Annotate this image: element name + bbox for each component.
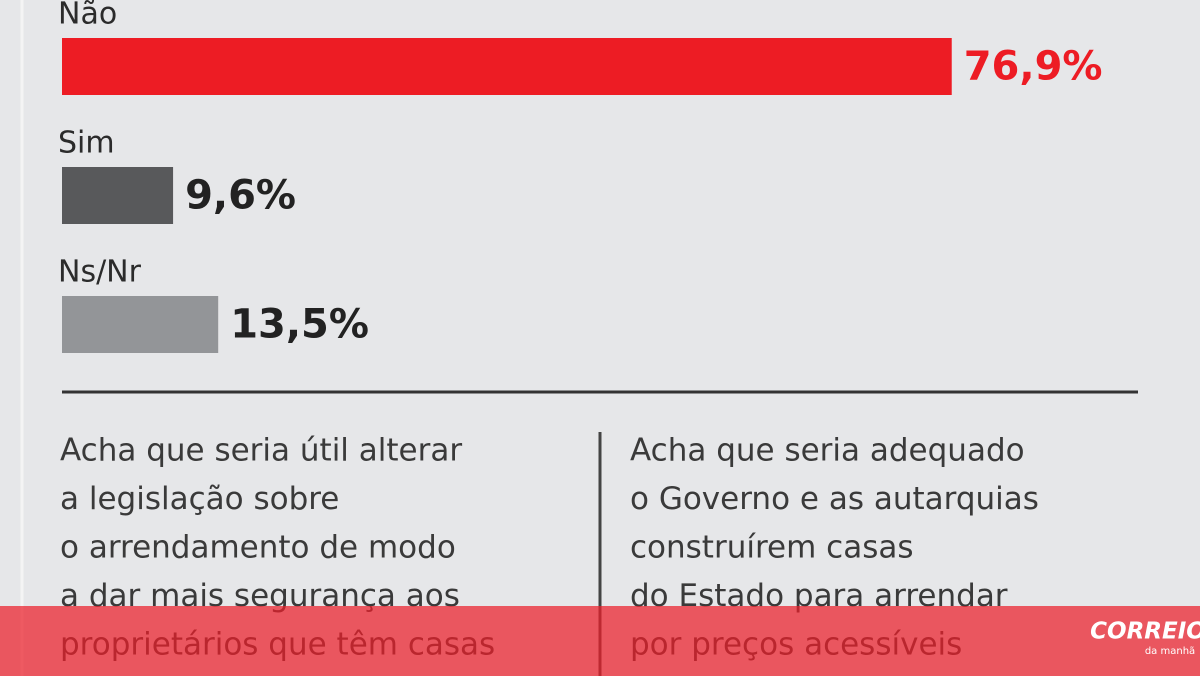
question-line: Acha que seria útil alterar xyxy=(60,433,462,469)
question-line: o Governo e as autarquias xyxy=(630,481,1039,517)
bar xyxy=(62,296,219,353)
logo-tagline: da manhã xyxy=(1145,646,1195,657)
value-label: 76,9% xyxy=(964,44,1103,90)
question-line: o arrendamento de modo xyxy=(60,530,456,566)
question-line: Acha que seria adequado xyxy=(630,433,1025,469)
value-label: 9,6% xyxy=(185,173,296,219)
bottom-band xyxy=(0,606,1200,676)
category-label: Sim xyxy=(58,126,115,161)
bar-chart: Não 76,9% Sim 9,6% Ns/Nr 13,5% xyxy=(58,0,1103,353)
bar xyxy=(62,167,174,224)
category-label: Não xyxy=(58,0,117,32)
question-line: construírem casas xyxy=(630,530,914,566)
category-label: Ns/Nr xyxy=(58,255,142,290)
question-line: a legislação sobre xyxy=(60,481,339,517)
bar xyxy=(62,38,952,95)
logo-name: CORREIO xyxy=(1090,619,1200,645)
value-label: 13,5% xyxy=(230,302,369,348)
